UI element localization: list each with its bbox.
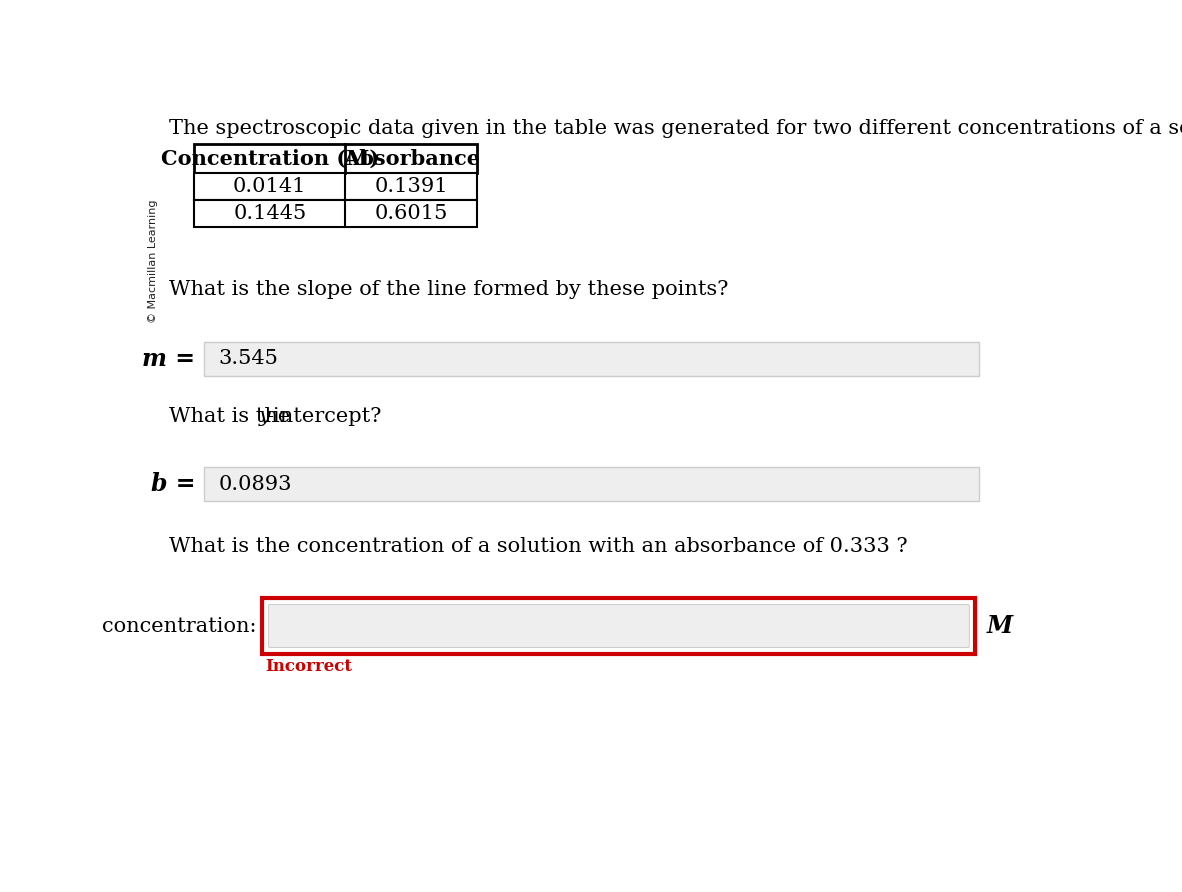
Text: y: y bbox=[259, 408, 271, 426]
Text: 0.6015: 0.6015 bbox=[375, 204, 448, 223]
Text: concentration:: concentration: bbox=[102, 616, 256, 635]
Text: -intercept?: -intercept? bbox=[266, 408, 382, 426]
Bar bbox=[204, 467, 980, 501]
Text: 0.0141: 0.0141 bbox=[233, 178, 306, 196]
Bar bbox=[194, 200, 478, 227]
Bar bbox=[204, 342, 980, 376]
Text: 0.1391: 0.1391 bbox=[375, 178, 448, 196]
Text: What is the: What is the bbox=[169, 408, 298, 426]
Bar bbox=[194, 144, 478, 173]
Text: © Macmillan Learning: © Macmillan Learning bbox=[148, 200, 158, 323]
Text: The spectroscopic data given in the table was generated for two different concen: The spectroscopic data given in the tabl… bbox=[169, 119, 1182, 137]
Text: m =: m = bbox=[142, 347, 195, 371]
Bar bbox=[262, 599, 975, 654]
Text: b =: b = bbox=[150, 473, 195, 496]
Text: Absorbance: Absorbance bbox=[343, 149, 480, 169]
FancyBboxPatch shape bbox=[268, 605, 969, 648]
Text: 3.545: 3.545 bbox=[219, 350, 278, 368]
Text: Concentration (M): Concentration (M) bbox=[161, 149, 379, 169]
Text: 0.0893: 0.0893 bbox=[219, 475, 292, 494]
Text: Incorrect: Incorrect bbox=[266, 658, 352, 675]
Text: What is the slope of the line formed by these points?: What is the slope of the line formed by … bbox=[169, 280, 729, 300]
Text: M: M bbox=[986, 614, 1013, 638]
Text: 0.1445: 0.1445 bbox=[233, 204, 306, 223]
Text: What is the concentration of a solution with an absorbance of 0.333 ?: What is the concentration of a solution … bbox=[169, 537, 908, 556]
Bar bbox=[194, 173, 478, 200]
